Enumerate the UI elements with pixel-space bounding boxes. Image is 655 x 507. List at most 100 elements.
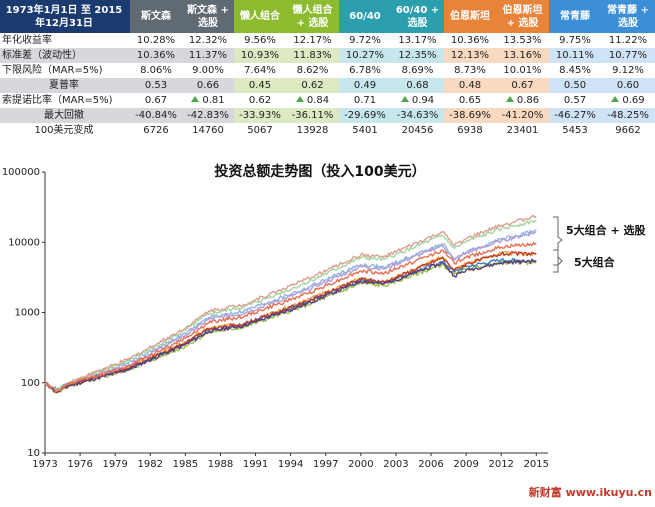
cell-value: 7.64% (244, 65, 276, 76)
table-cell: -40.84% (130, 108, 182, 123)
row-label: 下限风险（MAR=5%) (2, 65, 103, 76)
table-cell: 10.36% (444, 33, 496, 48)
table-cell: -36.11% (286, 108, 339, 123)
column-header: 常青藤 (549, 0, 601, 33)
y-tick-label: 10000 (8, 237, 40, 248)
cell-value: -46.27% (554, 110, 596, 121)
cell-value: 0.57 (563, 95, 587, 106)
cell-value: 13928 (296, 125, 329, 136)
table-cell: 9.56% (234, 33, 286, 48)
cell-value: 0.67 (144, 95, 168, 106)
table-cell: 10.36% (130, 48, 182, 63)
table-cell: 10.28% (130, 33, 182, 48)
table-cell: 12.35% (391, 48, 444, 63)
series-layer (44, 214, 537, 394)
table-header-row: 1973年1月1日 至 2015年12月31日 斯文森 斯文森 + 选股 懒人组合 懒人… (0, 0, 655, 33)
cell-value: -40.84% (135, 110, 177, 121)
row-label: 索提诺比率（MAR=5%) (2, 95, 113, 106)
cell-value: 9.72% (349, 35, 381, 46)
table-cell: 8.69% (391, 63, 444, 78)
cell-value: 13.53% (503, 35, 542, 46)
table-cell: 8.62% (286, 63, 339, 78)
cell-value: 12.13% (450, 50, 490, 61)
cell-value: 0.49 (353, 80, 377, 91)
cell-value: 14760 (192, 125, 224, 136)
up-triangle-icon (191, 96, 200, 102)
y-tick-label: 100 (21, 378, 40, 389)
x-tick-label: 2000 (348, 459, 373, 470)
table-cell: 5453 (549, 123, 601, 138)
series-line (44, 259, 537, 394)
cell-value: 9662 (615, 125, 641, 136)
cell-value: 0.71 (353, 95, 377, 106)
cell-value: -36.11% (291, 110, 334, 121)
x-tick-label: 1982 (138, 459, 163, 470)
table-cell: 13.53% (496, 33, 549, 48)
cell-value: 0.45 (248, 80, 272, 91)
table-cell: 0.68 (391, 78, 444, 93)
cell-value: 9.75% (559, 35, 591, 46)
y-tick-label: 1000 (15, 308, 40, 319)
cell-value: 6726 (143, 125, 169, 136)
y-tick-label: 100000 (2, 167, 40, 178)
table-cell: 10.27% (339, 48, 391, 63)
up-triangle-icon (400, 96, 409, 102)
table-cell: 0.49 (339, 78, 391, 93)
table-cell: 0.71 (339, 93, 391, 108)
table-cell: 11.37% (182, 48, 234, 63)
cell-value: 0.53 (144, 80, 168, 91)
row-label: 夏普率 (0, 78, 130, 93)
table-cell: 10.93% (234, 48, 286, 63)
table-cell: 0.65 (444, 93, 496, 108)
table-cell: 9.75% (549, 33, 601, 48)
x-tick-label: 1997 (313, 459, 338, 470)
cell-value: 23401 (506, 125, 539, 136)
cell-value: 0.60 (616, 80, 640, 91)
annotation-bottom: 5大组合 (574, 255, 616, 269)
table-cell: 5401 (339, 123, 391, 138)
growth-chart: 投资总额走势图（投入100美元） 10 100 1000 10000 100000 197… (2, 163, 652, 499)
table-cell: 9662 (601, 123, 655, 138)
cell-value: 8.45% (559, 65, 591, 76)
cell-value: 6.78% (349, 65, 381, 76)
cell-value: 5067 (247, 125, 273, 136)
table-row: 100美元变成 6726 14760 5067 13928 5401 20456 6938 23… (0, 123, 655, 138)
column-header: 斯文森 + 选股 (182, 0, 234, 33)
up-triangle-icon (505, 96, 514, 102)
table-cell: 0.48 (444, 78, 496, 93)
table-row: 标准差（波动性） 10.36% 11.37% 10.93% 11.83% 10.27% 12… (0, 48, 655, 63)
column-header: 60/40 + 选股 (391, 0, 444, 33)
table-cell: 8.06% (130, 63, 182, 78)
cell-value: 0.69 (622, 95, 645, 106)
series-line (44, 241, 537, 393)
stats-table: 1973年1月1日 至 2015年12月31日 斯文森 斯文森 + 选股 懒人组合 懒人… (0, 0, 655, 138)
row-label: 年化收益率 (2, 35, 52, 46)
cell-value: 11.83% (293, 50, 332, 61)
stats-body: 1973年1月1日 至 2015年12月31日 斯文森 斯文森 + 选股 懒人组合 懒人… (0, 0, 655, 138)
table-cell: 12.13% (444, 48, 496, 63)
cell-value: 10.77% (608, 50, 648, 61)
table-cell: 0.50 (549, 78, 601, 93)
table-cell: 0.81 (182, 93, 234, 108)
table-cell: -46.27% (549, 108, 601, 123)
series-line (44, 250, 537, 393)
cell-value: 10.36% (136, 50, 176, 61)
table-cell: 0.45 (234, 78, 286, 93)
table-row: 最大回撤 -40.84% -42.83% -33.93% -36.11% -29.69% -… (0, 108, 655, 123)
column-header: 斯文森 (130, 0, 182, 33)
cell-value: 0.48 (458, 80, 482, 91)
cell-value: 9.12% (612, 65, 644, 76)
column-header: 懒人组合 + 选股 (286, 0, 339, 33)
series-line (44, 219, 537, 392)
cell-value: 12.17% (293, 35, 332, 46)
table-cell: 9.72% (339, 33, 391, 48)
column-header: 伯恩斯坦 (444, 0, 496, 33)
x-tick-label: 2012 (488, 459, 513, 470)
cell-value: 0.66 (196, 80, 220, 91)
series-line (44, 257, 537, 394)
cell-value: 5401 (352, 125, 378, 136)
table-cell: 0.67 (496, 78, 549, 93)
cell-value: 0.84 (306, 95, 330, 106)
cell-value: -41.20% (501, 110, 544, 121)
table-cell: 0.66 (182, 78, 234, 93)
